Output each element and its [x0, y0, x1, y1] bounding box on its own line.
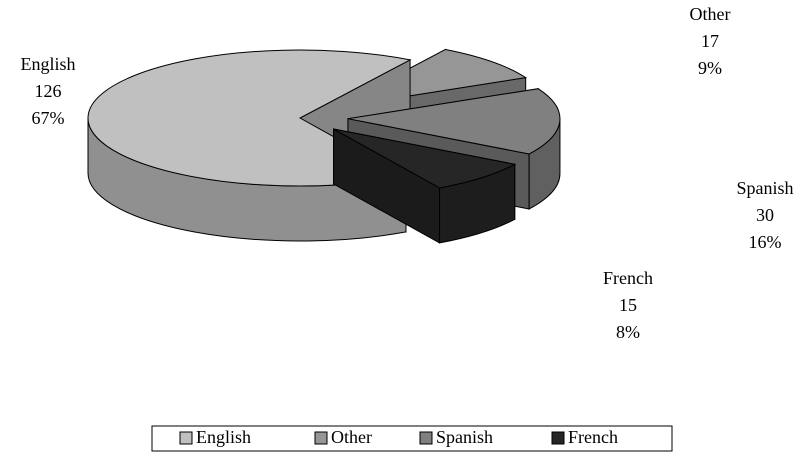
- slice-label-name: French: [603, 268, 653, 288]
- slice-label-value: 126: [35, 81, 62, 101]
- slice-top: [347, 88, 561, 155]
- legend-swatch: [419, 431, 433, 445]
- slice-label-percent: 16%: [749, 232, 782, 252]
- slice-label-percent: 8%: [616, 322, 640, 342]
- slice-top: [333, 128, 517, 189]
- slice-label-percent: 67%: [32, 108, 65, 128]
- slice-label-percent: 9%: [698, 58, 722, 78]
- slice: [333, 128, 517, 244]
- legend-label: Spanish: [436, 427, 493, 447]
- slice-label-value: 30: [756, 205, 774, 225]
- slice-label-name: Other: [690, 4, 731, 24]
- legend-swatch: [179, 431, 193, 445]
- slice-label-name: English: [20, 54, 75, 74]
- legend-swatch: [551, 431, 565, 445]
- slice-label-value: 17: [701, 31, 719, 51]
- slice-label-value: 15: [619, 295, 637, 315]
- legend-swatch: [314, 431, 328, 445]
- legend-box: [151, 425, 673, 452]
- legend-label: French: [568, 427, 618, 447]
- slice-label-name: Spanish: [736, 178, 793, 198]
- legend-label: Other: [331, 427, 372, 447]
- slice-top: [87, 49, 412, 187]
- legend-label: English: [196, 427, 251, 447]
